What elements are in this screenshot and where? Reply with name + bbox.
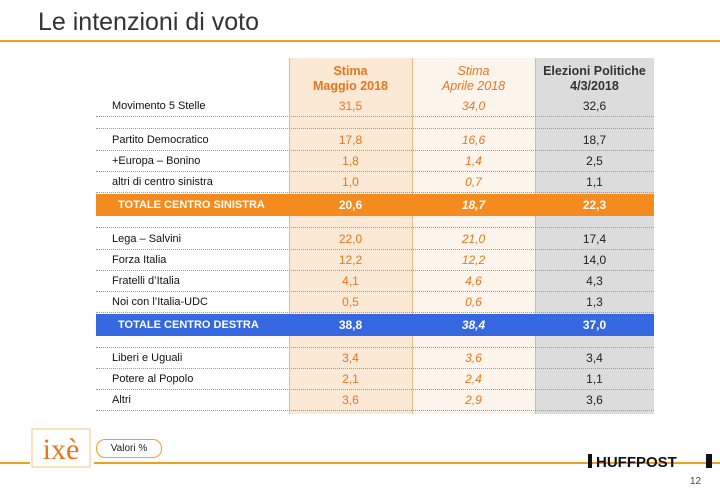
value-aprile: 2,9	[465, 393, 482, 407]
party-label: Potere al Popolo	[112, 373, 194, 385]
table-row: Partito Democratico 17,8 16,6 18,7	[96, 130, 654, 151]
party-label: +Europa – Bonino	[112, 155, 201, 167]
header-line: Maggio 2018	[312, 79, 389, 93]
value-maggio: 22,0	[338, 232, 363, 246]
value-maggio: 4,1	[342, 274, 359, 288]
value-aprile: 0,6	[465, 295, 482, 309]
total-row-centro-destra: TOTALE CENTRO DESTRA 38,8 38,4 37,0	[96, 314, 654, 336]
column-bg-aprile	[412, 58, 535, 414]
value-maggio: 17,8	[338, 133, 363, 147]
table-row: Fratelli d’Italia 4,1 4,6 4,3	[96, 271, 654, 292]
column-divider	[412, 58, 413, 414]
huffpost-logo: HUFFPOST	[588, 452, 712, 471]
value-elezioni: 3,4	[586, 351, 603, 365]
units-label: Valori %	[96, 439, 162, 458]
title-divider	[0, 40, 720, 42]
footer-divider	[0, 462, 720, 464]
column-divider	[535, 58, 536, 414]
value-elezioni: 2,5	[586, 154, 603, 168]
value-elezioni: 22,3	[582, 198, 607, 212]
column-bg-elezioni	[535, 58, 654, 414]
value-aprile: 38,4	[461, 318, 486, 332]
party-label: Movimento 5 Stelle	[112, 100, 206, 112]
table-row: +Europa – Bonino 1,8 1,4 2,5	[96, 151, 654, 172]
value-aprile: 18,7	[461, 198, 486, 212]
table-row: Forza Italia 12,2 12,2 14,0	[96, 250, 654, 271]
party-label: Lega – Salvini	[112, 233, 182, 245]
value-elezioni: 1,3	[586, 295, 603, 309]
value-aprile: 0,7	[465, 175, 482, 189]
table-row: Lega – Salvini 22,0 21,0 17,4	[96, 229, 654, 250]
ixe-logo-mark: ixè	[31, 428, 91, 468]
table-row: Potere al Popolo 2,1 2,4 1,1	[96, 369, 654, 390]
value-elezioni: 1,1	[586, 372, 603, 386]
value-aprile: 16,6	[461, 133, 486, 147]
huffpost-text: HUFFPOST	[596, 454, 677, 470]
value-maggio: 2,1	[342, 372, 359, 386]
value-maggio: 38,8	[338, 318, 363, 332]
value-maggio: 3,6	[342, 393, 359, 407]
value-aprile: 3,6	[465, 351, 482, 365]
value-maggio: 31,5	[338, 99, 363, 113]
table-row: Liberi e Uguali 3,4 3,6 3,4	[96, 348, 654, 369]
value-maggio: 0,5	[342, 295, 359, 309]
table-row: Altri 3,6 2,9 3,6	[96, 390, 654, 411]
value-aprile: 1,4	[465, 154, 482, 168]
value-maggio: 20,6	[338, 198, 363, 212]
header-line: Elezioni Politiche	[543, 64, 646, 78]
logo-text: ixè	[43, 433, 80, 466]
value-aprile: 21,0	[461, 232, 486, 246]
header-stima-aprile: Stima Aprile 2018	[412, 64, 535, 94]
value-elezioni: 17,4	[582, 232, 607, 246]
header-elezioni: Elezioni Politiche 4/3/2018	[535, 64, 654, 94]
row-spacer	[96, 336, 654, 348]
party-label: Altri	[112, 394, 131, 406]
table-row: Noi con l’Italia-UDC 0,5 0,6 1,3	[96, 292, 654, 313]
party-label: Noi con l’Italia-UDC	[112, 296, 208, 308]
value-elezioni: 14,0	[582, 253, 607, 267]
ixe-logo: ixè	[30, 425, 94, 469]
total-row-centro-sinistra: TOTALE CENTRO SINISTRA 20,6 18,7 22,3	[96, 194, 654, 216]
value-maggio: 3,4	[342, 351, 359, 365]
page-title: Le intenzioni di voto	[38, 8, 259, 36]
party-label: Partito Democratico	[112, 134, 209, 146]
column-divider	[289, 58, 290, 414]
total-label: TOTALE CENTRO DESTRA	[118, 319, 259, 331]
table-row: Movimento 5 Stelle 31,5 34,0 32,6	[96, 96, 654, 117]
header-line: Aprile 2018	[441, 79, 506, 93]
value-elezioni: 3,6	[586, 393, 603, 407]
header-line: 4/3/2018	[570, 79, 619, 93]
table-row: altri di centro sinistra 1,0 0,7 1,1	[96, 172, 654, 193]
value-aprile: 12,2	[461, 253, 486, 267]
total-label: TOTALE CENTRO SINISTRA	[118, 199, 265, 211]
header-stima-maggio: Stima Maggio 2018	[289, 64, 412, 94]
value-aprile: 4,6	[465, 274, 482, 288]
party-label: Liberi e Uguali	[112, 352, 183, 364]
value-elezioni: 4,3	[586, 274, 603, 288]
value-elezioni: 37,0	[582, 318, 607, 332]
value-aprile: 2,4	[465, 372, 482, 386]
value-maggio: 1,8	[342, 154, 359, 168]
column-bg-maggio	[289, 58, 412, 414]
value-elezioni: 1,1	[586, 175, 603, 189]
value-aprile: 34,0	[461, 99, 486, 113]
header-line: Stima	[457, 64, 490, 78]
party-label: Fratelli d’Italia	[112, 275, 180, 287]
value-maggio: 12,2	[338, 253, 363, 267]
value-elezioni: 32,6	[582, 99, 607, 113]
vote-intentions-table: Stima Maggio 2018 Stima Aprile 2018 Elez…	[96, 58, 654, 414]
value-maggio: 1,0	[342, 175, 359, 189]
row-spacer	[96, 117, 654, 129]
huffpost-logo-mark: HUFFPOST	[588, 454, 712, 471]
row-spacer	[96, 216, 654, 228]
party-label: Forza Italia	[112, 254, 167, 266]
page-number: 12	[690, 476, 702, 487]
header-line: Stima	[333, 64, 368, 78]
party-label: altri di centro sinistra	[112, 176, 213, 188]
value-elezioni: 18,7	[582, 133, 607, 147]
